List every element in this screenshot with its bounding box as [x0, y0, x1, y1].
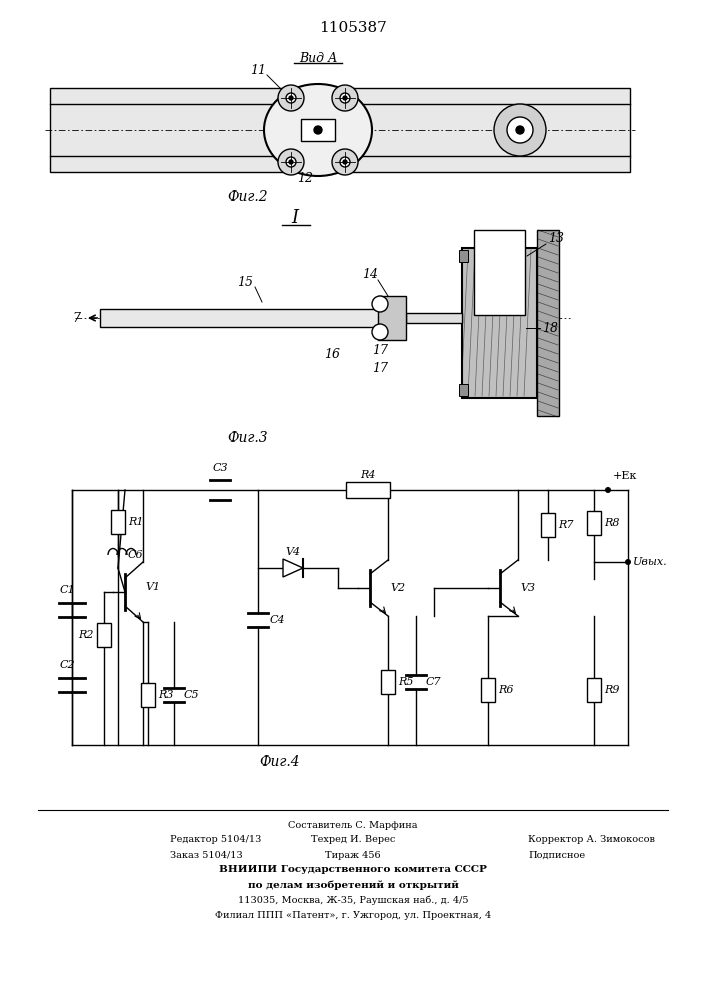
- Bar: [459, 250, 468, 262]
- Circle shape: [332, 85, 358, 111]
- Circle shape: [278, 149, 304, 175]
- Text: 7: 7: [72, 312, 80, 324]
- Text: 14: 14: [362, 268, 378, 282]
- Text: Подписное: Подписное: [528, 850, 585, 859]
- Text: Филиал ППП «Патент», г. Ужгород, ул. Проектная, 4: Филиал ППП «Патент», г. Ужгород, ул. Про…: [215, 910, 491, 920]
- Text: V2: V2: [390, 583, 405, 593]
- Text: ВНИИПИ Государственного комитета СССР: ВНИИПИ Государственного комитета СССР: [219, 865, 487, 874]
- Circle shape: [286, 157, 296, 167]
- Circle shape: [314, 126, 322, 134]
- Text: 1105387: 1105387: [319, 21, 387, 35]
- Text: C7: C7: [426, 677, 442, 687]
- Text: 17: 17: [372, 361, 388, 374]
- Text: R2: R2: [78, 630, 94, 640]
- Bar: [378, 296, 406, 340]
- Bar: [100, 309, 380, 327]
- Text: R9: R9: [604, 685, 619, 695]
- Bar: [111, 510, 125, 534]
- Text: Составитель С. Марфина: Составитель С. Марфина: [288, 820, 418, 830]
- Text: R4: R4: [361, 470, 375, 480]
- Bar: [50, 88, 630, 172]
- Circle shape: [605, 487, 611, 493]
- Text: Uвых.: Uвых.: [633, 557, 667, 567]
- Circle shape: [278, 85, 304, 111]
- Circle shape: [494, 104, 546, 156]
- Text: R7: R7: [558, 520, 573, 530]
- Text: 12: 12: [297, 172, 313, 184]
- Bar: [97, 623, 111, 647]
- Circle shape: [289, 160, 293, 164]
- Bar: [587, 511, 601, 535]
- Circle shape: [343, 160, 347, 164]
- Bar: [462, 248, 537, 398]
- Text: 11: 11: [250, 64, 266, 77]
- Text: V3: V3: [520, 583, 535, 593]
- Bar: [459, 384, 468, 396]
- Text: Тираж 456: Тираж 456: [325, 850, 381, 859]
- Text: 18: 18: [542, 322, 558, 334]
- Circle shape: [507, 117, 533, 143]
- Text: C4: C4: [270, 615, 286, 625]
- Bar: [346, 482, 390, 498]
- Text: 17: 17: [372, 344, 388, 357]
- Circle shape: [625, 559, 631, 565]
- Text: V4: V4: [286, 547, 300, 557]
- Bar: [587, 678, 601, 702]
- Text: V1: V1: [145, 582, 160, 592]
- Bar: [141, 683, 155, 707]
- Circle shape: [340, 93, 350, 103]
- Circle shape: [289, 96, 293, 100]
- Text: I: I: [291, 209, 298, 227]
- Text: Фиг.2: Фиг.2: [228, 190, 269, 204]
- Polygon shape: [283, 559, 303, 577]
- Bar: [474, 230, 525, 315]
- Text: R5: R5: [398, 677, 414, 687]
- Text: Корректор А. Зимокосов: Корректор А. Зимокосов: [528, 836, 655, 844]
- Text: +Ек: +Ек: [613, 471, 638, 481]
- Text: C2: C2: [59, 660, 75, 670]
- Bar: [481, 678, 495, 702]
- Circle shape: [516, 126, 524, 134]
- Text: C5: C5: [184, 690, 199, 700]
- Text: 113035, Москва, Ж-35, Раушская наб., д. 4/5: 113035, Москва, Ж-35, Раушская наб., д. …: [238, 895, 468, 905]
- Bar: [537, 230, 559, 416]
- Text: C6: C6: [128, 550, 144, 560]
- Text: R8: R8: [604, 518, 619, 528]
- Text: C3: C3: [212, 463, 228, 473]
- Circle shape: [372, 296, 388, 312]
- Bar: [541, 513, 555, 537]
- Circle shape: [286, 93, 296, 103]
- Circle shape: [372, 324, 388, 340]
- Text: 16: 16: [324, 349, 340, 361]
- Circle shape: [340, 157, 350, 167]
- Text: Редактор 5104/13: Редактор 5104/13: [170, 836, 262, 844]
- Circle shape: [343, 96, 347, 100]
- Bar: [301, 119, 335, 141]
- Text: по делам изобретений и открытий: по делам изобретений и открытий: [247, 880, 458, 890]
- Ellipse shape: [264, 84, 372, 176]
- Text: 15: 15: [237, 275, 253, 288]
- Text: Фиг.3: Фиг.3: [228, 431, 269, 445]
- Text: R6: R6: [498, 685, 513, 695]
- Text: Вид А: Вид А: [299, 51, 337, 64]
- Bar: [381, 670, 395, 694]
- Bar: [406, 313, 462, 323]
- Text: 13: 13: [548, 232, 564, 244]
- Text: Фиг.4: Фиг.4: [259, 755, 300, 769]
- Circle shape: [332, 149, 358, 175]
- Text: R3: R3: [158, 690, 173, 700]
- Text: C1: C1: [59, 585, 75, 595]
- Text: R1: R1: [128, 517, 144, 527]
- Text: Заказ 5104/13: Заказ 5104/13: [170, 850, 243, 859]
- Text: Техред И. Верес: Техред И. Верес: [311, 836, 395, 844]
